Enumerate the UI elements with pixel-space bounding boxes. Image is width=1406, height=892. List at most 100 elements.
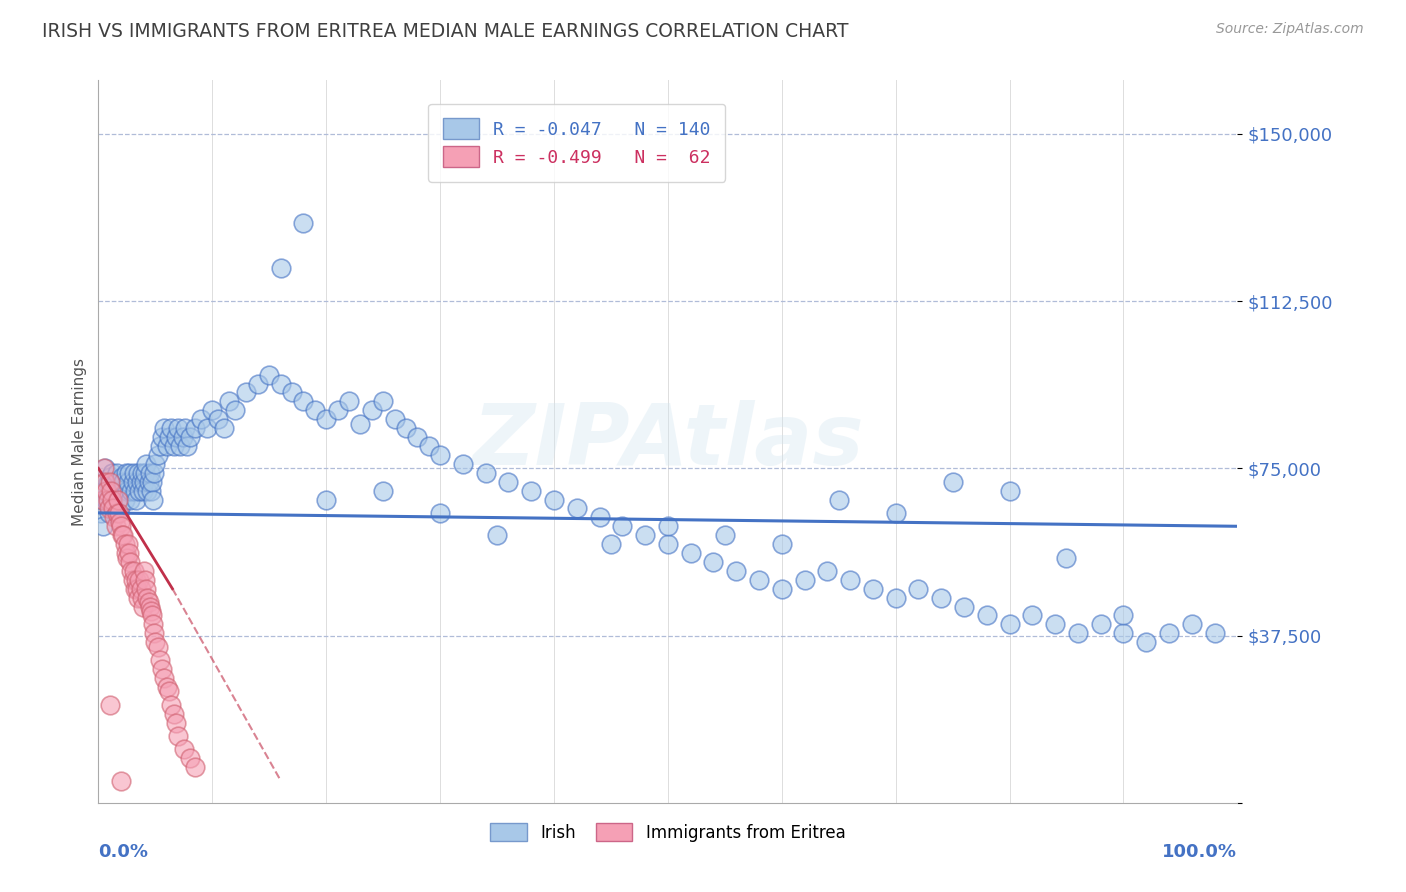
Point xyxy=(138,599,160,614)
Point xyxy=(132,564,155,578)
Point xyxy=(929,591,952,605)
Point xyxy=(600,537,623,551)
Point xyxy=(679,546,702,560)
Point xyxy=(90,492,112,507)
Point xyxy=(184,421,207,435)
Point xyxy=(145,457,167,471)
Point xyxy=(142,492,165,507)
Point xyxy=(141,608,163,623)
Point xyxy=(167,421,190,435)
Point xyxy=(292,394,315,409)
Point xyxy=(96,483,118,498)
Point xyxy=(104,519,127,533)
Point xyxy=(136,591,159,605)
Point xyxy=(111,528,134,542)
Point xyxy=(145,635,167,649)
Point xyxy=(91,492,114,507)
Point xyxy=(270,260,292,275)
Point xyxy=(201,403,224,417)
Point xyxy=(153,421,176,435)
Point xyxy=(173,742,195,756)
Point xyxy=(125,492,148,507)
Point xyxy=(770,537,793,551)
Point xyxy=(101,466,124,480)
Point xyxy=(156,439,179,453)
Point xyxy=(1021,608,1043,623)
Point xyxy=(793,573,815,587)
Point xyxy=(127,591,149,605)
Point xyxy=(259,368,281,382)
Point xyxy=(124,582,146,596)
Point xyxy=(135,582,157,596)
Point xyxy=(125,573,148,587)
Point xyxy=(135,457,157,471)
Point xyxy=(120,483,142,498)
Point xyxy=(190,412,212,426)
Point xyxy=(395,421,418,435)
Point xyxy=(110,773,132,788)
Point xyxy=(702,555,724,569)
Point xyxy=(884,506,907,520)
Point xyxy=(141,475,163,489)
Point xyxy=(184,760,207,774)
Point xyxy=(118,466,141,480)
Point xyxy=(136,483,159,498)
Point xyxy=(98,698,121,712)
Point xyxy=(134,466,156,480)
Point xyxy=(815,564,838,578)
Point xyxy=(108,492,131,507)
Point xyxy=(149,439,172,453)
Point xyxy=(138,475,160,489)
Point xyxy=(105,466,128,480)
Point xyxy=(179,751,201,765)
Point xyxy=(162,706,184,721)
Point xyxy=(1043,617,1066,632)
Point xyxy=(120,564,142,578)
Point xyxy=(96,475,118,489)
Point xyxy=(131,591,153,605)
Point xyxy=(315,492,337,507)
Point xyxy=(146,448,169,462)
Point xyxy=(371,394,394,409)
Point xyxy=(98,470,121,484)
Point xyxy=(121,475,143,489)
Point xyxy=(108,515,131,529)
Point xyxy=(110,519,132,533)
Point xyxy=(107,492,129,507)
Point xyxy=(108,506,131,520)
Point xyxy=(429,448,451,462)
Point xyxy=(657,519,679,533)
Point xyxy=(139,604,162,618)
Point xyxy=(115,550,138,565)
Point xyxy=(998,483,1021,498)
Point xyxy=(138,466,160,480)
Point xyxy=(588,510,610,524)
Point xyxy=(103,483,125,498)
Point xyxy=(165,430,187,444)
Point xyxy=(657,537,679,551)
Point xyxy=(1135,635,1157,649)
Point xyxy=(486,528,509,542)
Point xyxy=(114,492,136,507)
Point xyxy=(565,501,588,516)
Point xyxy=(862,582,884,596)
Point xyxy=(91,519,114,533)
Point xyxy=(98,475,121,489)
Point xyxy=(132,483,155,498)
Point xyxy=(169,439,191,453)
Point xyxy=(114,537,136,551)
Point xyxy=(127,475,149,489)
Point xyxy=(224,403,246,417)
Point xyxy=(104,475,127,489)
Point xyxy=(94,475,117,489)
Point xyxy=(612,519,634,533)
Point xyxy=(127,466,149,480)
Point xyxy=(349,417,371,431)
Point xyxy=(108,501,131,516)
Point xyxy=(93,461,115,475)
Point xyxy=(120,492,142,507)
Point xyxy=(725,564,748,578)
Point xyxy=(97,501,120,516)
Point xyxy=(122,466,145,480)
Point xyxy=(157,684,180,698)
